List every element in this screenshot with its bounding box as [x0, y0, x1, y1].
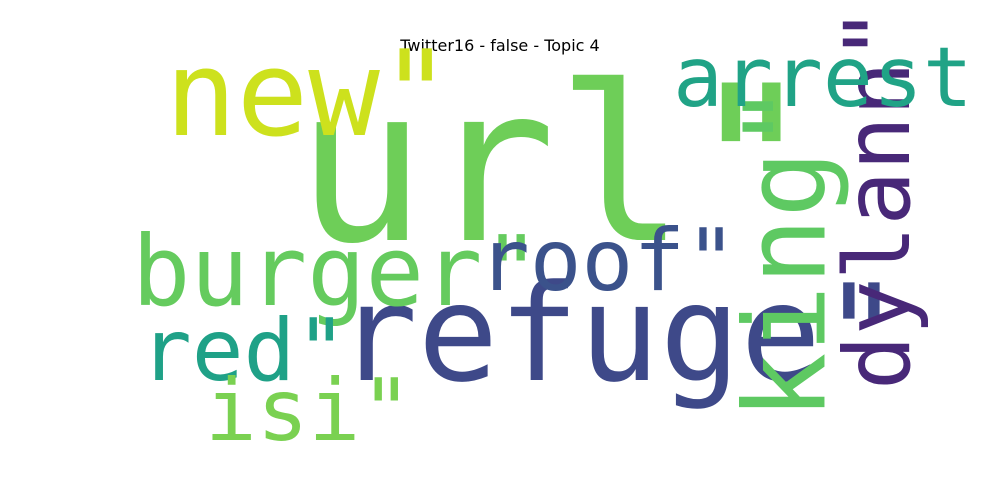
cloud-word-arrest: arrest [673, 29, 973, 126]
cloud-word-burger: burger" [132, 215, 541, 328]
cloud-word-new: new" [165, 26, 452, 164]
cloud-word-king: king" [721, 83, 851, 420]
chart-title: Twitter16 - false - Topic 4 [400, 36, 600, 55]
cloud-word-refuge: refuge" [337, 256, 902, 412]
cloud-word-roof: roof" [478, 211, 737, 311]
cloud-word-url: url" [296, 40, 816, 291]
cloud-word-dylann: dylann" [826, 6, 931, 390]
cloud-word-red: red" [140, 301, 347, 401]
cloud-word-isi: isi" [205, 361, 412, 461]
